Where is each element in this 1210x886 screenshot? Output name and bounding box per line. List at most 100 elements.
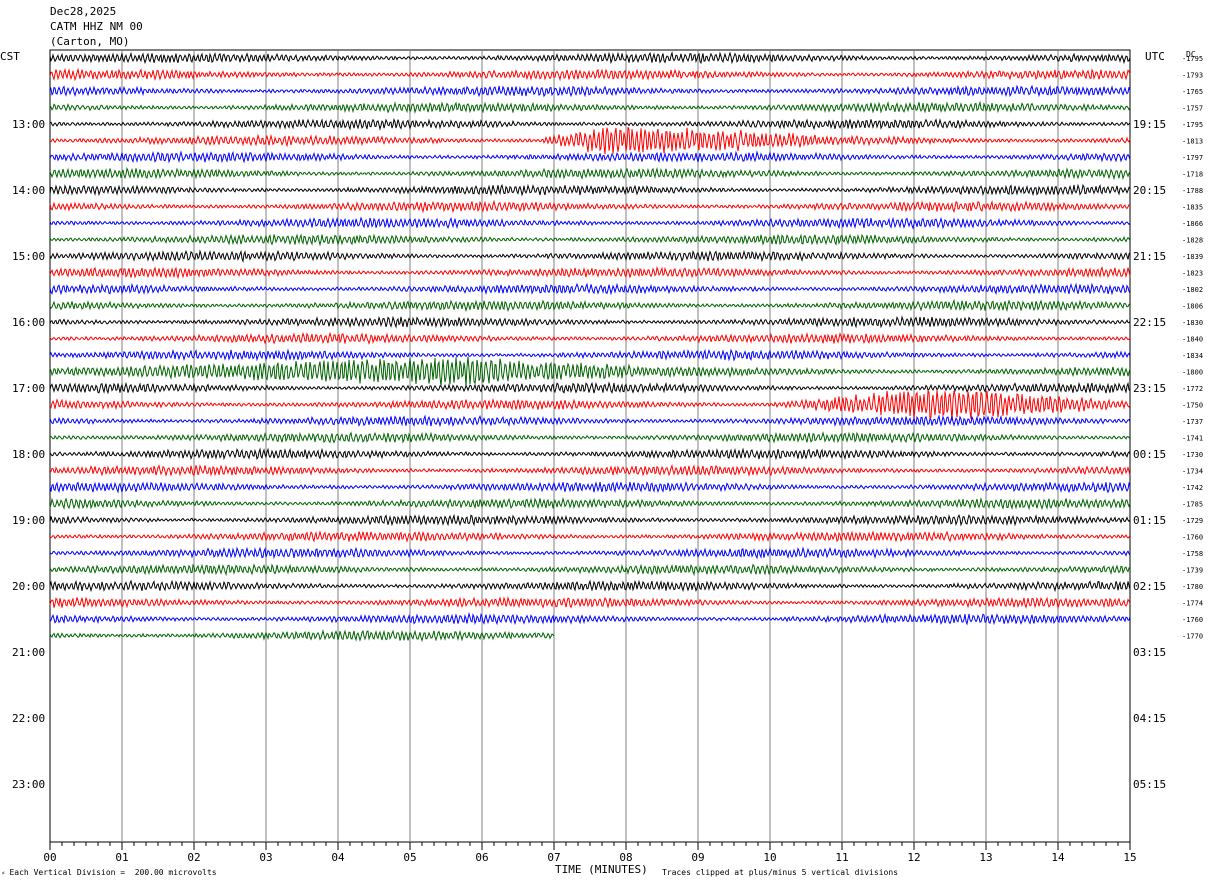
dc-offset-label: -1760 [1182,534,1203,542]
dc-offset-label: -1742 [1182,484,1203,492]
seismic-trace [49,331,1131,345]
right-hour-label: 00:15 [1133,448,1166,461]
dc-offset-label: -1760 [1182,616,1203,624]
x-axis-label: TIME (MINUTES) [555,863,648,876]
seismic-trace [49,356,1131,387]
dc-offset-label: -1828 [1182,237,1203,245]
seismic-trace [49,315,1131,329]
x-tick-label: 02 [187,851,200,864]
dc-label: DC [1186,50,1196,59]
left-hour-label: 22:00 [12,712,45,725]
dc-offset-label: -1729 [1182,517,1203,525]
seismic-trace [49,233,1131,247]
right-hour-label: 22:15 [1133,316,1166,329]
left-hour-label: 14:00 [12,184,45,197]
x-tick-label: 06 [475,851,488,864]
dc-offset-label: -1757 [1182,105,1203,113]
seismic-trace [49,496,1131,511]
scale-icon: ⸗ [2,868,10,877]
seismic-trace [49,166,1131,181]
dc-offset-label: -1823 [1182,270,1203,278]
dc-offset-label: -1739 [1182,567,1203,575]
dc-offset-label: -1835 [1182,204,1203,212]
seismic-trace [49,628,555,643]
left-hour-label: 20:00 [12,580,45,593]
seismic-trace [49,150,1131,164]
x-tick-label: 14 [1051,851,1065,864]
plot-date: Dec28,2025 [50,5,117,18]
station-code: CATM HHZ NM 00 [50,20,143,33]
dc-offset-label: -1813 [1182,138,1203,146]
seismic-trace [49,117,1131,131]
left-hour-label: 23:00 [12,778,45,791]
seismic-trace [49,282,1131,296]
x-tick-label: 07 [547,851,560,864]
dc-offset-label: -1734 [1182,468,1203,476]
right-hour-label: 23:15 [1133,382,1166,395]
x-tick-label: 09 [691,851,704,864]
seismic-trace [49,265,1131,280]
dc-offset-label: -1802 [1182,286,1203,294]
dc-offset-label: -1772 [1182,385,1203,393]
x-tick-label: 15 [1123,851,1136,864]
left-timezone-label: CST [0,50,20,63]
plot-frame [49,49,1131,843]
seismic-trace [49,447,1131,461]
seismic-trace [49,216,1131,230]
seismic-trace [49,348,1131,362]
seismic-trace [49,51,1131,65]
dc-offset-label: -1774 [1182,600,1203,608]
dc-offset-label: -1795 [1182,55,1203,63]
seismic-trace [49,530,1131,543]
right-hour-label: 01:15 [1133,514,1166,527]
seismic-trace [49,513,1131,527]
seismic-trace [49,381,1131,395]
x-tick-label: 01 [115,851,128,864]
x-tick-label: 00 [43,851,56,864]
seismic-trace [49,127,1131,155]
dc-offset-label: -1737 [1182,418,1203,426]
dc-offset-label: -1840 [1182,336,1203,344]
right-timezone-label: UTC [1145,50,1165,63]
dc-offset-label: -1834 [1182,352,1203,360]
seismic-trace [49,414,1131,428]
left-hour-label: 17:00 [12,382,45,395]
x-tick-label: 08 [619,851,632,864]
dc-offset-label: -1718 [1182,171,1203,179]
right-hour-label: 04:15 [1133,712,1166,725]
dc-offset-label: -1785 [1182,501,1203,509]
dc-offset-label: -1730 [1182,451,1203,459]
seismic-trace [49,199,1131,214]
left-hour-label: 18:00 [12,448,45,461]
seismic-trace [49,431,1131,444]
seismic-trace [49,579,1131,593]
right-hour-label: 20:15 [1133,184,1166,197]
seismic-trace [49,480,1131,494]
left-hour-label: 16:00 [12,316,45,329]
right-hour-label: 05:15 [1133,778,1166,791]
scale-note-text: Each Vertical Division = 200.00 microvol… [9,868,217,877]
left-hour-label: 21:00 [12,646,45,659]
seismic-trace [49,100,1131,114]
left-hour-label: 13:00 [12,118,45,131]
seismic-trace [49,463,1131,477]
right-hour-label: 19:15 [1133,118,1166,131]
dc-offset-label: -1750 [1182,402,1203,410]
seismic-trace [49,249,1131,263]
x-tick-label: 12 [907,851,920,864]
seismic-trace [49,563,1131,577]
dc-offset-label: -1866 [1182,220,1203,228]
x-tick-label: 04 [331,851,345,864]
dc-offset-label: -1780 [1182,583,1203,591]
dc-offset-label: -1741 [1182,435,1203,443]
dc-offset-label: -1839 [1182,253,1203,261]
dc-offset-label: -1800 [1182,369,1203,377]
station-location: (Carton, MO) [50,35,130,48]
x-tick-label: 03 [259,851,272,864]
seismic-trace [49,389,1131,421]
seismic-trace [49,183,1131,197]
dc-offset-label: -1806 [1182,303,1203,311]
right-hour-label: 03:15 [1133,646,1166,659]
dc-offset-label: -1758 [1182,550,1203,558]
